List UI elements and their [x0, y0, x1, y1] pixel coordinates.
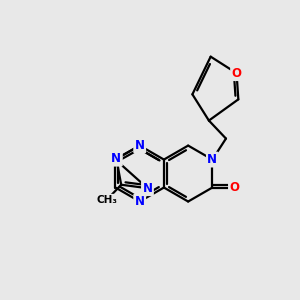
Text: O: O: [232, 67, 242, 80]
Text: O: O: [230, 181, 239, 194]
Text: N: N: [142, 182, 152, 195]
Text: N: N: [207, 153, 218, 166]
Text: N: N: [135, 139, 145, 152]
Text: N: N: [111, 152, 122, 165]
Text: N: N: [135, 195, 145, 208]
Text: CH₃: CH₃: [96, 195, 117, 205]
